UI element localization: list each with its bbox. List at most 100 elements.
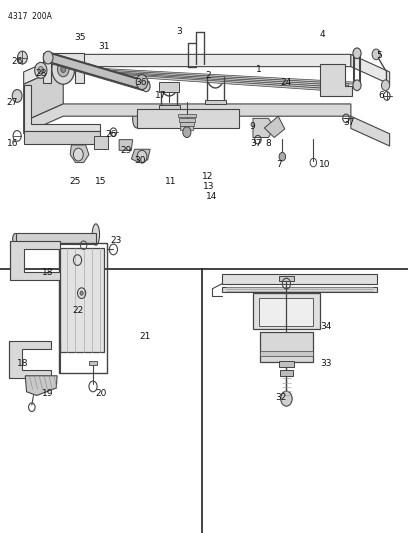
Text: 15: 15 [95,177,107,185]
Circle shape [12,90,22,102]
Polygon shape [43,53,84,83]
Polygon shape [351,54,390,84]
Text: 3: 3 [177,28,182,36]
Text: 18: 18 [17,359,28,368]
Text: 35: 35 [74,33,85,42]
Circle shape [43,51,53,64]
Bar [159,105,180,109]
Text: 1: 1 [256,65,262,74]
Text: 14: 14 [206,192,217,200]
Text: 7: 7 [277,160,282,168]
Polygon shape [94,72,326,91]
Polygon shape [131,149,150,162]
Text: 20: 20 [95,389,107,398]
Bar [279,276,294,281]
Polygon shape [24,54,351,84]
Text: 36: 36 [135,78,146,87]
Circle shape [353,48,361,59]
Polygon shape [320,64,352,96]
Bar [253,293,320,329]
Text: 5: 5 [377,52,382,60]
Text: 9: 9 [249,123,255,131]
Circle shape [372,49,380,60]
Bar [59,243,107,373]
Text: 34: 34 [320,322,331,330]
Polygon shape [24,104,351,134]
Bar [60,248,104,352]
Text: 22: 22 [73,306,84,314]
Circle shape [279,152,286,161]
Polygon shape [69,69,343,87]
Text: 31: 31 [98,43,110,51]
Circle shape [58,62,69,77]
Polygon shape [25,376,57,395]
Bar [222,274,377,284]
Circle shape [80,291,83,295]
Bar [178,114,196,117]
Bar [260,332,313,362]
Text: 13: 13 [203,182,215,191]
Circle shape [142,81,150,92]
Text: 11: 11 [165,177,176,185]
Polygon shape [253,118,274,138]
Text: 23: 23 [111,237,122,245]
Text: 8: 8 [266,140,271,148]
Ellipse shape [92,224,100,245]
Text: 32: 32 [275,393,286,401]
Circle shape [35,62,47,78]
Bar [279,361,294,367]
Text: 37: 37 [343,118,355,127]
Polygon shape [119,140,133,150]
Polygon shape [63,68,349,86]
Ellipse shape [180,106,195,131]
Polygon shape [70,145,89,163]
Text: 33: 33 [320,359,331,368]
Polygon shape [24,85,100,131]
Circle shape [183,127,191,138]
Text: 25: 25 [70,177,81,185]
Polygon shape [264,116,285,138]
Text: 24: 24 [280,78,291,87]
Circle shape [381,80,390,91]
Polygon shape [24,131,100,144]
Circle shape [18,51,27,64]
Circle shape [52,54,75,84]
Polygon shape [351,116,390,146]
Text: 4317  200A: 4317 200A [8,12,52,21]
Polygon shape [260,351,313,356]
Text: 18: 18 [42,269,54,277]
Circle shape [73,148,83,161]
Bar [259,298,313,326]
Text: 2: 2 [205,71,211,80]
Circle shape [61,66,66,72]
Circle shape [353,80,361,91]
Polygon shape [10,241,60,280]
Polygon shape [82,71,335,89]
Text: 17: 17 [155,92,167,100]
Text: 21: 21 [139,333,151,341]
Text: 4: 4 [319,30,325,39]
Ellipse shape [133,109,141,128]
Text: 19: 19 [42,389,54,398]
Bar [179,118,195,122]
Bar [180,122,194,126]
Bar [137,109,239,128]
Circle shape [137,150,147,163]
Polygon shape [94,136,108,149]
Text: 26: 26 [105,130,117,139]
Text: 30: 30 [134,157,145,165]
Polygon shape [24,67,63,122]
Text: 27: 27 [7,98,18,107]
Bar [89,361,97,365]
Text: 29: 29 [121,146,132,155]
Text: 10: 10 [319,160,330,168]
Text: 26: 26 [11,57,23,66]
Circle shape [38,67,44,74]
Bar [205,100,226,104]
Ellipse shape [13,233,18,244]
Polygon shape [45,53,149,91]
Circle shape [281,391,292,406]
Bar [159,82,179,92]
Bar [222,287,377,292]
Bar [180,126,193,130]
